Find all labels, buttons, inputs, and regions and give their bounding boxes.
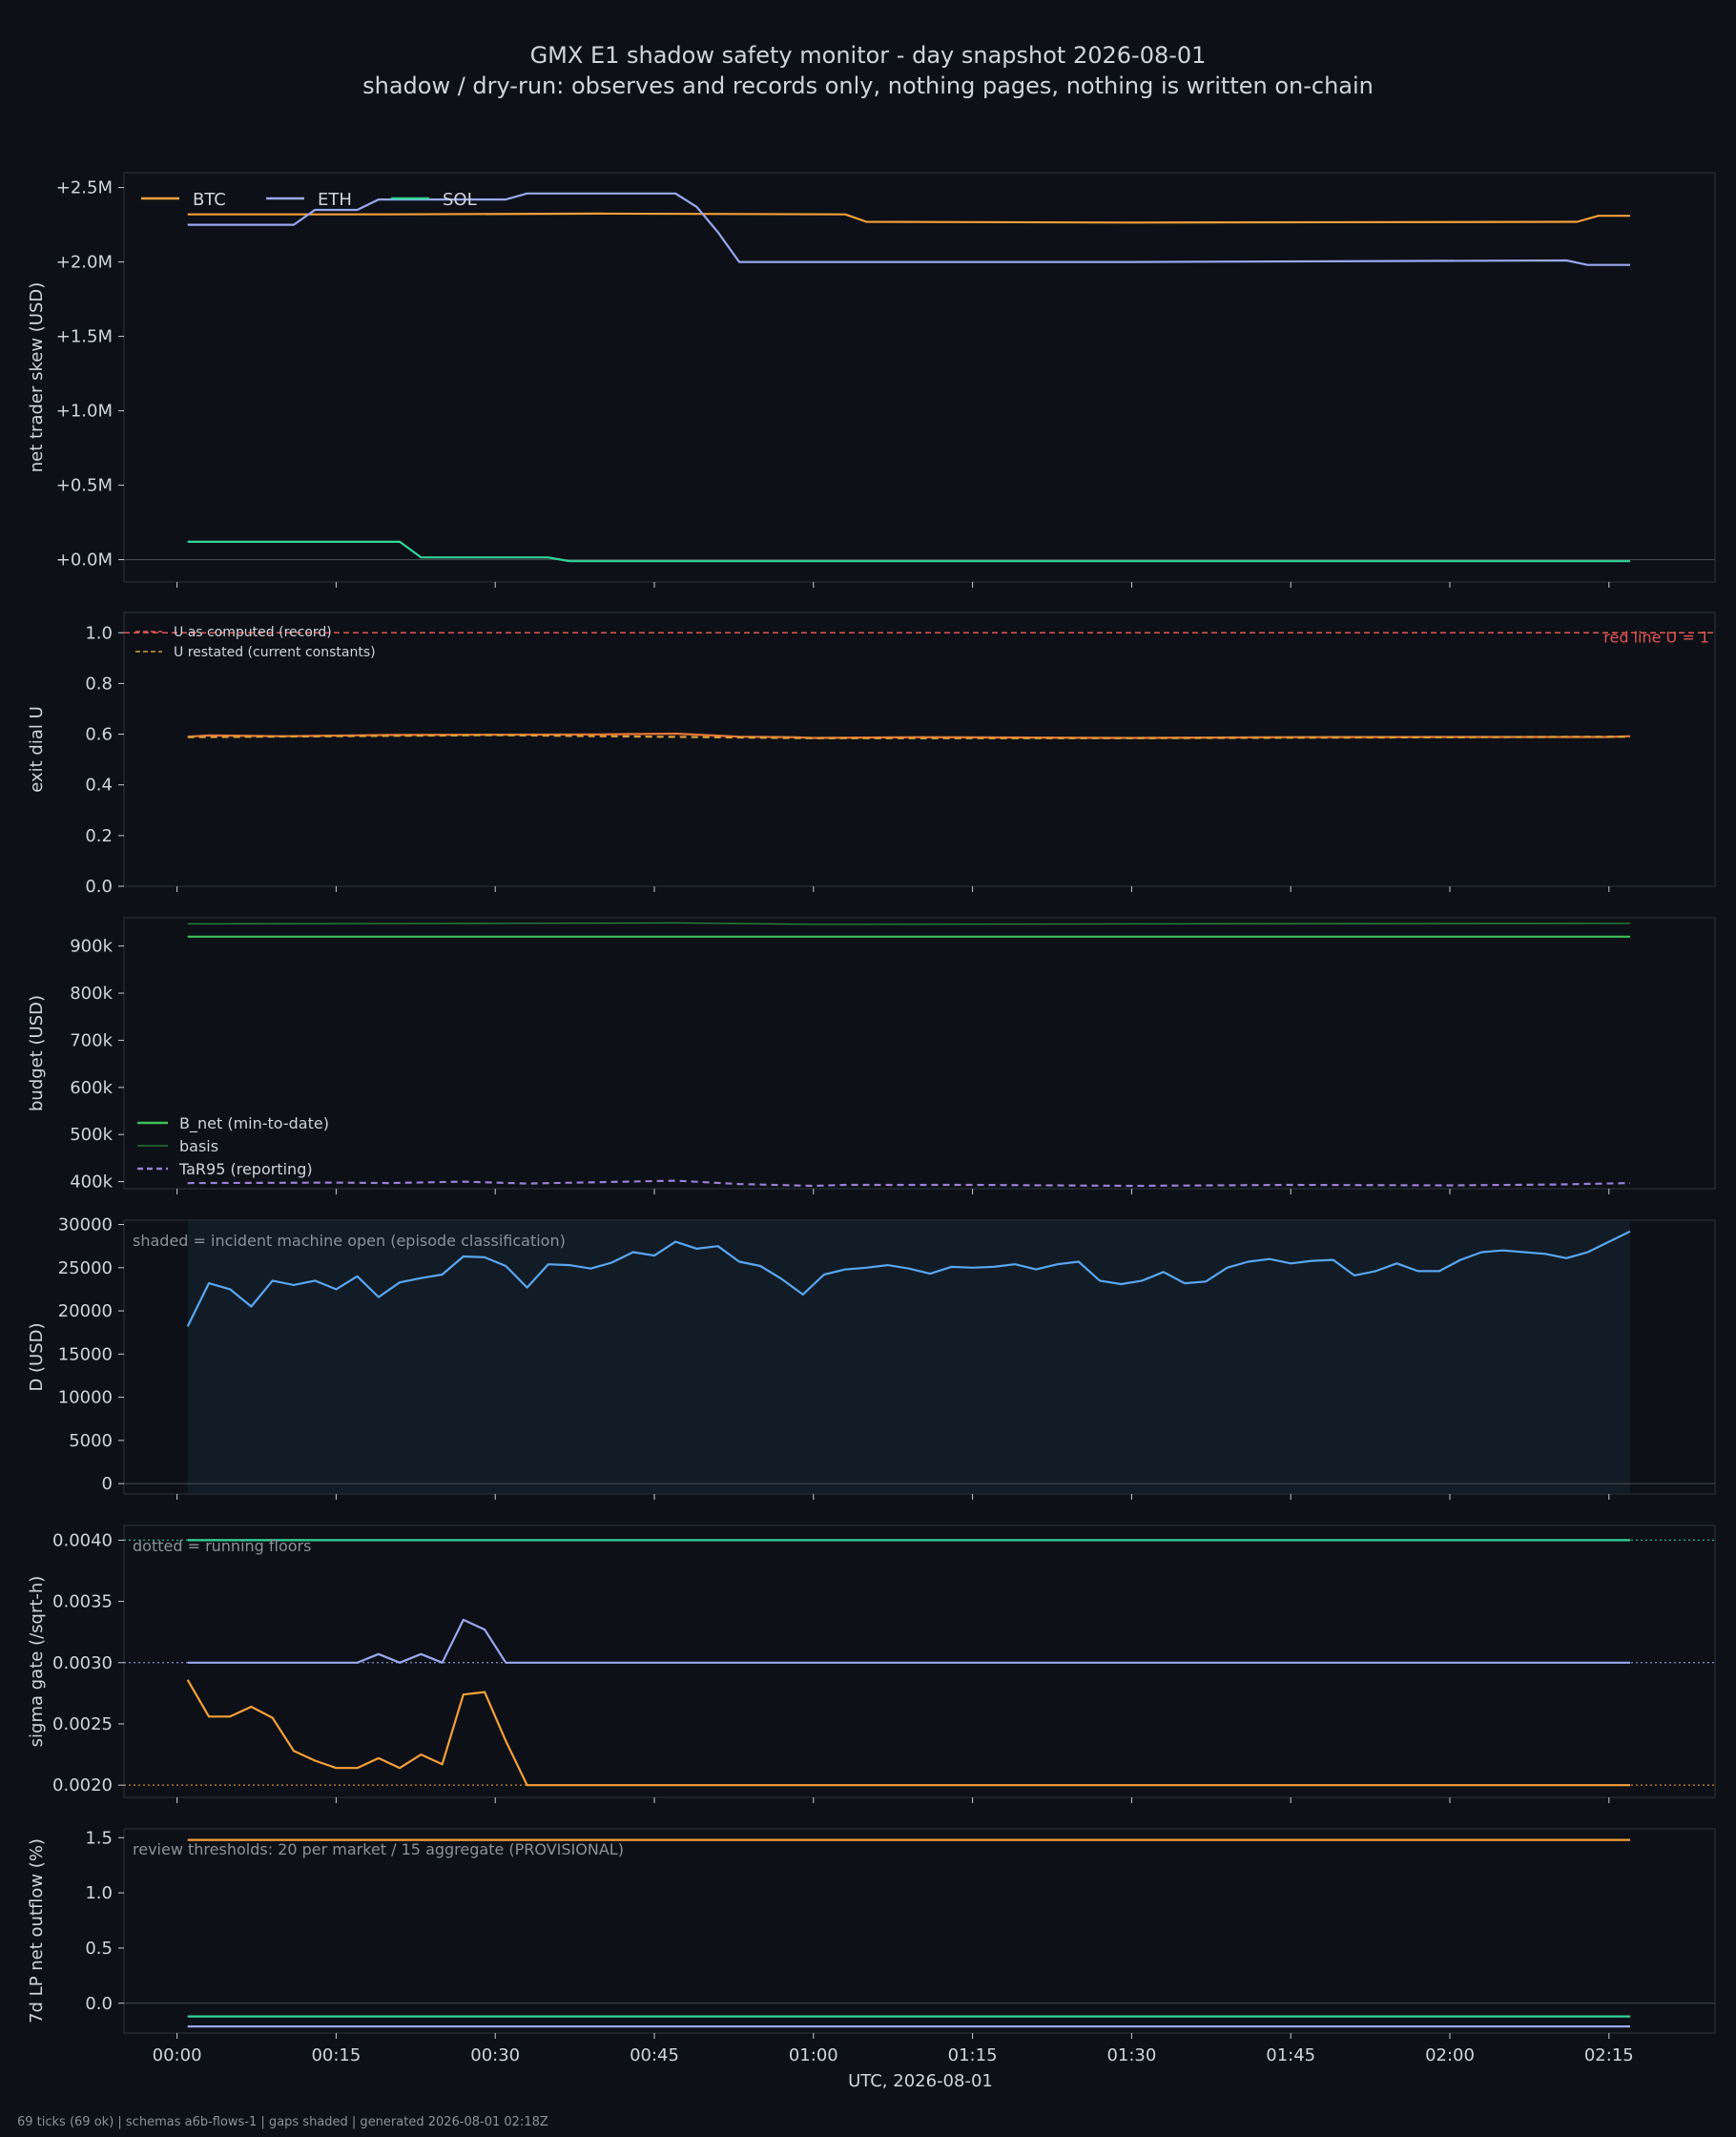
y-axis-label: D (USD) — [27, 1322, 47, 1391]
panel-1: +0.0M +0.5M +1.0M +1.5M +2.0M +2.5M net trader… — [27, 172, 1716, 588]
incident-shade — [187, 1221, 1631, 1493]
y-tick-label: 0.0 — [85, 1994, 113, 2014]
x-tick-label: 00:45 — [630, 2045, 679, 2065]
series-line-d — [186, 1230, 1631, 1327]
y-tick-label: +1.0M — [56, 402, 113, 422]
y-tick-label: 800k — [70, 984, 113, 1004]
legend-label: U as computed (record) — [174, 625, 332, 640]
legend-label: basis — [179, 1137, 218, 1155]
series-line-eth — [187, 1618, 1630, 1664]
chart-subtitle: shadow / dry-run: observes and records o… — [362, 73, 1374, 99]
y-tick-label: 0.4 — [85, 776, 113, 796]
y-tick-label: +0.0M — [56, 550, 113, 571]
panels: +0.0M +0.5M +1.0M +1.5M +2.0M +2.5M net trader… — [27, 172, 1716, 2065]
y-axis-label: exit dial U — [27, 706, 47, 793]
y-tick-label: 0 — [102, 1474, 113, 1494]
series-line-basis — [187, 922, 1631, 925]
y-tick-label: 5000 — [69, 1431, 113, 1451]
y-tick-label: +0.5M — [56, 476, 113, 496]
y-tick-label: 0.6 — [85, 725, 113, 745]
legend: BTC ETH SOL — [141, 190, 477, 210]
x-tick-label: 01:30 — [1106, 2045, 1156, 2065]
legend-label: U restated (current constants) — [174, 645, 376, 660]
y-tick-label: 900k — [70, 937, 113, 957]
y-tick-label: +1.5M — [56, 327, 113, 347]
x-tick-label: 00:30 — [470, 2045, 520, 2065]
x-tick-label: 01:00 — [789, 2045, 838, 2065]
y-axis-label: sigma gate (/sqrt-h) — [27, 1576, 47, 1748]
y-tick-label: 1.0 — [85, 623, 113, 643]
y-tick-label: 0.5 — [85, 1939, 113, 1959]
panel-5: 0.0020 0.0025 0.0030 0.0035 0.0040 sigma gate… — [27, 1525, 1716, 1803]
y-tick-label: 0.0035 — [52, 1592, 113, 1612]
y-tick-label: 500k — [70, 1125, 113, 1145]
y-tick-label: 0.0025 — [52, 1714, 113, 1734]
series-line-eth — [187, 192, 1630, 266]
plot-area — [123, 1828, 1716, 2034]
y-tick-label: +2.5M — [56, 178, 113, 198]
x-tick-label: 02:00 — [1425, 2045, 1475, 2065]
y-axis-label: 7d LP net outflow (%) — [27, 1838, 47, 2023]
panel-note: review thresholds: 20 per market / 15 ag… — [133, 1840, 624, 1858]
series-line-tar95-reporting- — [187, 1179, 1631, 1188]
panel-4: 0 5000 10000 15000 20000 25000 30000 D (USD) sha… — [27, 1215, 1716, 1500]
legend-label: B_net (min-to-date) — [179, 1114, 329, 1133]
x-tick-label: 02:15 — [1584, 2045, 1634, 2065]
plot-area — [123, 612, 1716, 887]
plot-area — [123, 172, 1716, 583]
legend: U as computed (record) U restated (curren… — [135, 625, 376, 660]
x-tick-label: 00:15 — [311, 2045, 361, 2065]
panel-note: dotted = running floors — [133, 1537, 311, 1555]
y-tick-label: 0.8 — [85, 674, 113, 694]
y-tick-label: 1.0 — [85, 1883, 113, 1903]
y-tick-label: 30000 — [58, 1215, 113, 1235]
x-tick-label: 01:45 — [1266, 2045, 1315, 2065]
y-tick-label: 0.0020 — [52, 1775, 113, 1795]
y-tick-label: 20000 — [58, 1301, 113, 1321]
series-line-btc — [186, 1679, 1630, 1787]
red-line-label: red line U = 1 — [1603, 628, 1709, 646]
panel-3: 400k 500k 600k 700k 800k 900k budget (USD) B_ne… — [27, 917, 1716, 1194]
x-tick-label: 01:15 — [948, 2045, 998, 2065]
series-line-sol — [187, 540, 1630, 563]
x-axis-label: UTC, 2026-08-01 — [848, 2071, 993, 2091]
y-tick-label: 0.0040 — [52, 1530, 113, 1550]
y-axis-label: budget (USD) — [27, 995, 47, 1111]
y-tick-label: 10000 — [58, 1388, 113, 1408]
legend-label: ETH — [318, 190, 352, 210]
y-tick-label: 0.2 — [85, 826, 113, 846]
y-tick-label: 0.0 — [85, 877, 113, 897]
y-tick-label: 15000 — [58, 1344, 113, 1364]
plot-area — [123, 917, 1716, 1190]
footer-status: 69 ticks (69 ok) | schemas a6b-flows-1 |… — [17, 2115, 548, 2129]
y-tick-label: 1.5 — [85, 1828, 113, 1848]
y-tick-label: 600k — [70, 1078, 113, 1098]
plot-area — [123, 1525, 1716, 1798]
y-axis-label: net trader skew (USD) — [27, 282, 47, 473]
y-tick-label: 400k — [70, 1172, 113, 1193]
y-tick-label: 700k — [70, 1030, 113, 1050]
panel-2: 0.0 0.2 0.4 0.6 0.8 1.0 exit dial U red line U … — [27, 612, 1716, 897]
y-tick-label: 0.0030 — [52, 1653, 113, 1673]
panel-note: shaded = incident machine open (episode … — [133, 1232, 566, 1250]
y-tick-label: 25000 — [58, 1258, 113, 1278]
legend-label: BTC — [193, 190, 226, 210]
panel-6: 0.0 0.5 1.0 1.5 00:00 00:15 00:30 00:45 01:00 01:… — [27, 1828, 1716, 2065]
y-tick-label: +2.0M — [56, 253, 113, 273]
chart-title: GMX E1 shadow safety monitor - day snaps… — [530, 42, 1207, 69]
series-line-btc — [187, 212, 1630, 224]
x-tick-label: 00:00 — [153, 2045, 202, 2065]
legend-label: TaR95 (reporting) — [178, 1160, 313, 1178]
legend: B_net (min-to-date) basis TaR95 (reporting… — [137, 1114, 329, 1178]
legend-label: SOL — [443, 190, 477, 210]
